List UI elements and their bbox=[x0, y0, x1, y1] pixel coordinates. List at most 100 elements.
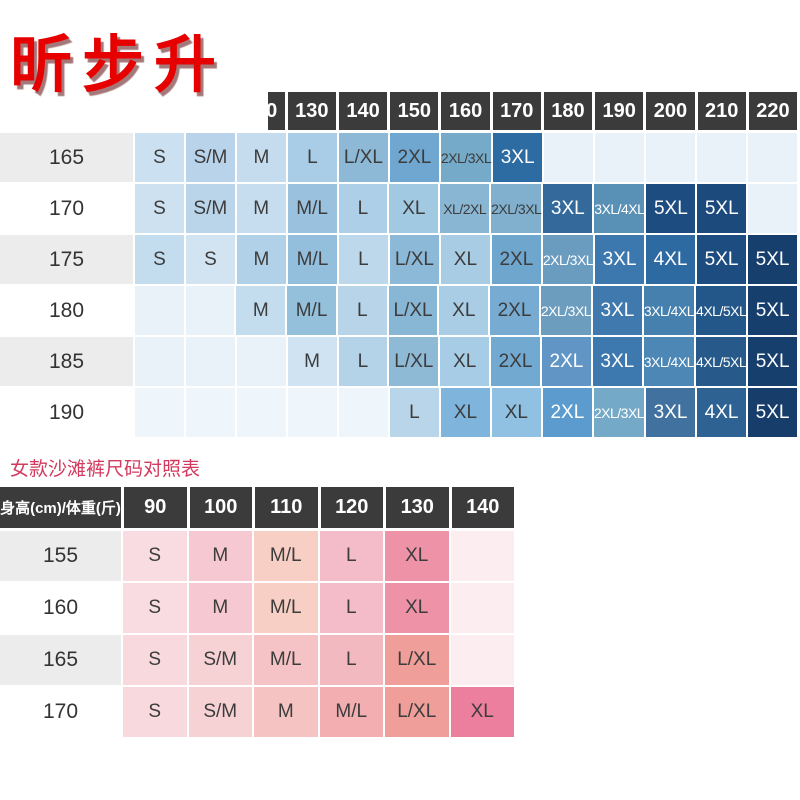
men-size-cell: S bbox=[185, 235, 235, 284]
men-size-cell: L/XL bbox=[338, 133, 388, 182]
men-size-cell: 2XL/3XL bbox=[593, 388, 645, 437]
men-height-cell: 170 bbox=[0, 184, 133, 233]
women-size-cell: M bbox=[188, 531, 252, 581]
men-size-cell: 2XL/3XL bbox=[491, 184, 542, 233]
men-size-cell: 2XL bbox=[491, 235, 541, 284]
men-size-cell: M bbox=[236, 133, 286, 182]
men-size-cell: M bbox=[287, 337, 337, 386]
men-height-cell: 180 bbox=[0, 286, 133, 335]
men-weight-header-cell: 200 bbox=[646, 92, 695, 130]
women-table-body: 155 S M M/L L XL 160 S M M/L L XL 165 S S/M M/L L L/XL 170… bbox=[0, 531, 514, 737]
women-weight-header-cell: 120 bbox=[320, 487, 383, 528]
women-size-cell: XL bbox=[385, 583, 449, 633]
men-table-row: 170 S S/M M M/L L XL XL/2XL 2XL/3XL 3XL 3XL/4XL 5XL… bbox=[0, 184, 798, 233]
men-size-cell bbox=[135, 388, 184, 437]
men-size-cell bbox=[646, 133, 696, 182]
men-weight-header-cell: 130 bbox=[287, 92, 336, 130]
men-height-cell: 165 bbox=[0, 133, 133, 182]
women-table-row: 165 S S/M M/L L L/XL bbox=[0, 635, 514, 685]
men-size-cell bbox=[748, 133, 798, 182]
women-height-cell: 170 bbox=[0, 687, 121, 737]
women-size-cell: L bbox=[319, 583, 383, 633]
men-table-row: 165 S S/M M L L/XL 2XL 2XL/3XL 3XL bbox=[0, 133, 798, 182]
men-size-cell: L/XL bbox=[389, 235, 439, 284]
men-size-cell: 3XL bbox=[593, 286, 642, 335]
men-size-cell: 5XL bbox=[646, 184, 696, 233]
women-weight-header-cell: 130 bbox=[386, 487, 449, 528]
men-size-cell: 4XL bbox=[697, 388, 747, 437]
men-size-cell bbox=[595, 133, 645, 182]
men-size-cell: S/M bbox=[185, 133, 235, 182]
men-size-cell: L bbox=[287, 133, 337, 182]
men-size-cell bbox=[135, 337, 184, 386]
women-size-cell: L/XL bbox=[385, 687, 449, 737]
men-size-cell bbox=[185, 388, 235, 437]
men-size-cell bbox=[185, 337, 235, 386]
men-weight-header-cell: 210 bbox=[697, 92, 746, 130]
women-size-cell: M/L bbox=[319, 687, 383, 737]
women-size-cell: XL bbox=[385, 531, 449, 581]
men-height-cell: 190 bbox=[0, 388, 133, 437]
men-size-cell: 4XL/5XL bbox=[696, 286, 747, 335]
women-weight-header-cell: 140 bbox=[451, 487, 514, 528]
women-weight-header-row: 身高(cm)/体重(斤) 90 100 110 120 130 140 bbox=[0, 487, 514, 528]
men-size-table: 120130140150160170180190200210220 165SS/… bbox=[0, 92, 798, 439]
women-weight-header-cell: 110 bbox=[255, 487, 318, 528]
men-weight-header-cell: 190 bbox=[595, 92, 644, 130]
men-size-cell: XL bbox=[439, 286, 489, 335]
men-size-cell: 5XL bbox=[748, 388, 798, 437]
men-size-cell bbox=[236, 388, 286, 437]
men-size-cell: 5XL bbox=[697, 235, 747, 284]
men-weight-header-cell: 170 bbox=[492, 92, 541, 130]
women-weight-header-cell: 100 bbox=[189, 487, 252, 528]
men-table-row: 190 L XL XL 2XL 2XL/3XL 3XL 4XL 5XL bbox=[0, 388, 798, 437]
women-size-cell: M/L bbox=[254, 635, 318, 685]
men-size-cell bbox=[544, 133, 594, 182]
men-size-cell: 2XL/3XL bbox=[540, 286, 592, 335]
men-weight-header-cell: 150 bbox=[390, 92, 439, 130]
men-size-cell: M bbox=[236, 286, 286, 335]
women-size-cell: L bbox=[319, 635, 383, 685]
women-size-cell: S/M bbox=[188, 687, 252, 737]
men-size-cell: 5XL bbox=[748, 337, 798, 386]
men-size-cell bbox=[185, 286, 235, 335]
women-size-cell bbox=[450, 583, 514, 633]
men-size-cell: 4XL bbox=[646, 235, 696, 284]
men-size-cell: 5XL bbox=[748, 235, 798, 284]
men-size-cell: L bbox=[338, 235, 388, 284]
men-size-cell: S/M bbox=[185, 184, 235, 233]
men-size-cell: 3XL bbox=[543, 184, 593, 233]
men-size-cell: M/L bbox=[287, 184, 337, 233]
men-size-cell: L/XL bbox=[389, 337, 439, 386]
men-size-cell: XL bbox=[440, 235, 490, 284]
women-size-cell: M bbox=[188, 583, 252, 633]
men-size-cell: L bbox=[337, 286, 387, 335]
men-size-cell: 3XL bbox=[646, 388, 696, 437]
men-size-cell: 2XL bbox=[389, 133, 439, 182]
women-weight-header-cell: 90 bbox=[124, 487, 187, 528]
men-size-cell: S bbox=[135, 133, 184, 182]
women-size-cell: M bbox=[254, 687, 318, 737]
women-size-cell bbox=[450, 635, 514, 685]
men-size-cell: 2XL/3XL bbox=[542, 235, 594, 284]
men-size-cell bbox=[135, 286, 184, 335]
men-size-cell: 2XL/3XL bbox=[440, 133, 492, 182]
men-size-cell: 3XL/4XL bbox=[594, 184, 645, 233]
women-size-table: 身高(cm)/体重(斤) 90 100 110 120 130 140 155 S M M/L L… bbox=[0, 487, 514, 739]
men-size-cell: 5XL bbox=[697, 184, 747, 233]
men-size-cell: L bbox=[338, 184, 388, 233]
men-size-cell: L bbox=[338, 337, 388, 386]
men-size-cell: M bbox=[236, 235, 286, 284]
women-size-cell: M/L bbox=[254, 583, 318, 633]
men-size-cell: XL bbox=[389, 184, 439, 233]
women-table-title: 女款沙滩裤尺码对照表 bbox=[10, 459, 201, 480]
women-size-cell: S/M bbox=[188, 635, 252, 685]
men-size-cell bbox=[748, 184, 798, 233]
women-size-cell: L/XL bbox=[385, 635, 449, 685]
men-size-cell: 4XL/5XL bbox=[695, 337, 747, 386]
men-table-row: 175 S S M M/L L L/XL XL 2XL 2XL/3XL 3XL 4XL 5XL 5XL bbox=[0, 235, 798, 284]
men-size-cell: M bbox=[236, 184, 286, 233]
men-size-cell: XL bbox=[440, 337, 490, 386]
men-table-row: 180 M M/L L L/XL XL 2XL 2XL/3XL 3XL 3XL/4XL 4XL/5X… bbox=[0, 286, 797, 335]
men-size-cell: L bbox=[389, 388, 439, 437]
